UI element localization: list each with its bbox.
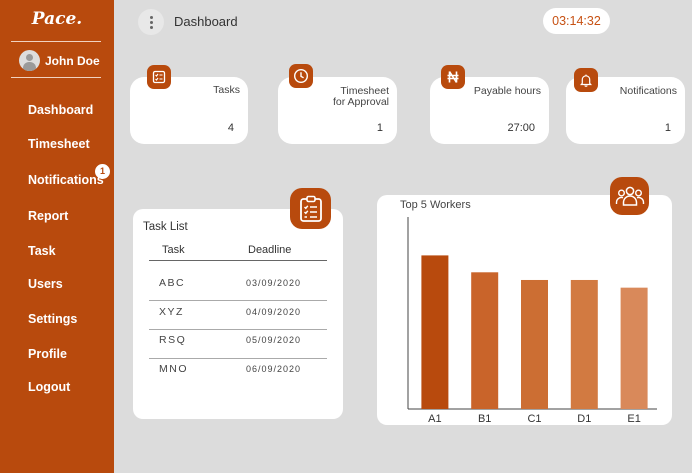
avatar <box>19 50 40 71</box>
sidebar-item-logout[interactable]: Logout <box>28 380 71 394</box>
x-tick-label: E1 <box>627 413 640 425</box>
stat-card-tasks[interactable]: Tasks 4 <box>130 77 248 144</box>
sidebar-item-profile[interactable]: Profile <box>28 347 67 361</box>
bar-e1[interactable] <box>620 287 648 409</box>
task-list-card: Task List Task Deadline ABC 03/09/2020 X… <box>133 209 343 419</box>
task-deadline: 03/09/2020 <box>246 278 302 288</box>
naira-icon <box>441 65 465 89</box>
stat-card-timesheet-approval[interactable]: Timesheet for Approval 1 <box>278 77 397 144</box>
sidebar-item-report[interactable]: Report <box>28 209 69 223</box>
chart-title: Top 5 Workers <box>400 199 471 211</box>
stat-value: 1 <box>664 122 671 134</box>
stat-value: 4 <box>227 122 234 134</box>
stat-label: Tasks <box>213 84 240 96</box>
clipboard-icon <box>290 188 331 229</box>
column-header-deadline: Deadline <box>248 244 292 256</box>
row-divider <box>149 300 327 301</box>
column-header-task: Task <box>162 244 185 256</box>
page-title: Dashboard <box>174 14 238 29</box>
clock-icon <box>289 64 313 88</box>
stat-label: Payable hours <box>473 85 541 97</box>
stat-value: 1 <box>376 122 383 134</box>
divider <box>11 41 101 42</box>
sidebar-item-task[interactable]: Task <box>28 244 56 258</box>
x-tick-label: B1 <box>478 413 491 425</box>
sidebar-item-settings[interactable]: Settings <box>28 312 78 326</box>
task-name: RSQ <box>159 334 187 346</box>
menu-kebab-button[interactable] <box>138 9 164 35</box>
x-tick-label: A1 <box>428 413 441 425</box>
row-divider <box>149 358 327 359</box>
sidebar-item-timesheet[interactable]: Timesheet <box>28 137 90 151</box>
stat-label: Timesheet <box>340 85 389 97</box>
x-tick-label: D1 <box>577 413 591 425</box>
group-icon <box>610 177 649 215</box>
stat-label: for Approval <box>332 96 389 108</box>
task-name: MNO <box>159 363 188 375</box>
task-list-title: Task List <box>143 221 188 233</box>
app-logo: Pace. <box>31 9 83 29</box>
task-name: XYZ <box>159 306 184 318</box>
user-profile[interactable]: John Doe <box>19 50 100 71</box>
clock-display: 03:14:32 <box>543 8 610 34</box>
stat-label: Notifications <box>619 85 677 97</box>
bar-b1[interactable] <box>471 272 499 409</box>
x-tick-label: C1 <box>527 413 541 425</box>
divider <box>11 77 101 78</box>
bar-chart: A1 B1 C1 D1 E1 <box>407 217 657 425</box>
bar-c1[interactable] <box>521 279 548 409</box>
bar-d1[interactable] <box>570 279 598 409</box>
sidebar-item-dashboard[interactable]: Dashboard <box>28 103 94 117</box>
task-deadline: 06/09/2020 <box>246 364 302 374</box>
checklist-icon <box>147 65 171 89</box>
task-deadline: 05/09/2020 <box>246 335 302 345</box>
task-deadline: 04/09/2020 <box>246 307 302 317</box>
stat-value: 27:00 <box>507 122 535 134</box>
task-name: ABC <box>159 277 186 289</box>
sidebar-item-notifications[interactable]: Notifications <box>28 173 104 187</box>
row-divider <box>149 329 327 330</box>
bar-a1[interactable] <box>421 255 449 409</box>
header-divider <box>149 260 327 261</box>
bell-icon <box>574 68 598 92</box>
sidebar-item-users[interactable]: Users <box>28 277 63 291</box>
notification-badge: 1 <box>95 164 110 179</box>
top-workers-chart-card: Top 5 Workers A1 B1 C1 D1 E1 <box>377 195 672 425</box>
user-name: John Doe <box>45 53 100 68</box>
sidebar: Pace. John Doe Dashboard Timesheet Notif… <box>0 0 114 473</box>
